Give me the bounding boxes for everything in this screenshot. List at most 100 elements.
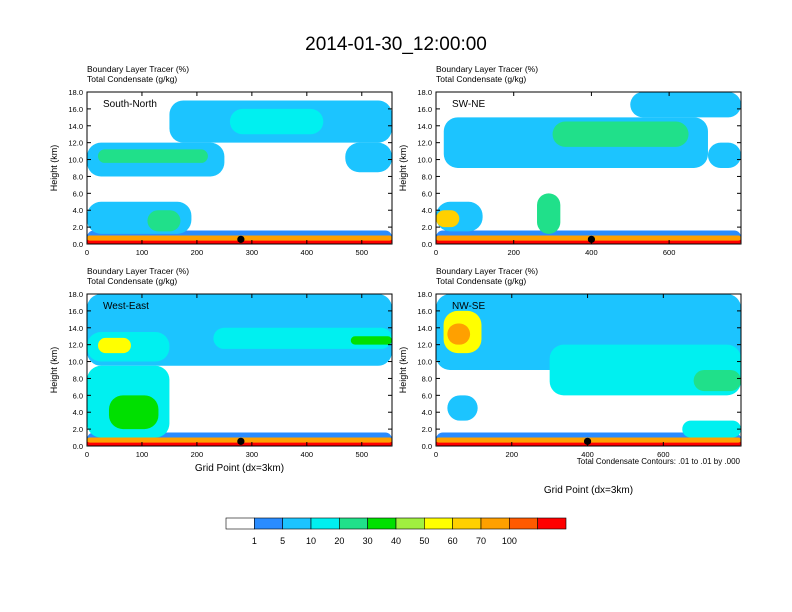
figure-title: 2014-01-30_12:00:00 — [305, 34, 487, 55]
shaded-region — [682, 420, 741, 438]
y-tick-label: 6.0 — [422, 391, 432, 400]
x-tick-label: 100 — [136, 248, 149, 257]
shaded-region — [549, 344, 741, 396]
location-marker — [583, 437, 592, 445]
filled-regions — [87, 294, 392, 446]
y-tick-label: 10.0 — [417, 156, 432, 165]
y-tick-label: 10.0 — [68, 358, 83, 367]
y-axis-label: Height (km) — [49, 347, 59, 394]
y-tick-label: 2.0 — [73, 425, 83, 434]
shaded-region — [229, 108, 324, 135]
y-tick-label: 4.0 — [422, 408, 432, 417]
x-tick-label: 400 — [585, 248, 598, 257]
y-tick-label: 8.0 — [73, 172, 83, 181]
panel-label: SW-NE — [452, 99, 485, 110]
y-tick-label: 18.0 — [417, 290, 432, 299]
x-tick-label: 600 — [657, 450, 670, 459]
location-marker — [237, 235, 245, 243]
colorbar-label: 40 — [391, 536, 401, 546]
shaded-region — [350, 336, 392, 345]
y-tick-label: 18.0 — [68, 88, 83, 97]
colorbar-label: 10 — [306, 536, 316, 546]
panel-label: NW-SE — [452, 301, 485, 312]
shaded-region — [147, 210, 181, 232]
y-tick-label: 6.0 — [73, 189, 83, 198]
colorbar-label: 100 — [502, 536, 517, 546]
y-tick-label: 12.0 — [68, 341, 83, 350]
location-marker — [587, 235, 596, 243]
y-axis-label: Height (km) — [49, 145, 59, 192]
colorbar-swatch — [452, 517, 482, 530]
plot-frame — [435, 91, 742, 245]
x-tick-label: 300 — [246, 248, 259, 257]
colorbar-label: 50 — [419, 536, 429, 546]
plot-frame — [435, 293, 742, 447]
x-tick-label: 0 — [434, 450, 438, 459]
x-tick-label: 200 — [191, 450, 204, 459]
y-tick-label: 14.0 — [417, 122, 432, 131]
x-tick-label: 0 — [434, 248, 438, 257]
panel-south-north: Boundary Layer Tracer (%)Total Condensat… — [49, 64, 393, 257]
colorbar-label: 20 — [334, 536, 344, 546]
panel-title-condensate: Total Condensate (g/kg) — [436, 74, 526, 84]
y-tick-label: 14.0 — [68, 122, 83, 131]
y-tick-label: 10.0 — [68, 156, 83, 165]
y-tick-label: 18.0 — [68, 290, 83, 299]
shaded-region — [436, 210, 460, 228]
panel-title-condensate: Total Condensate (g/kg) — [87, 276, 177, 286]
shaded-region — [213, 327, 392, 349]
y-tick-label: 4.0 — [73, 206, 83, 215]
y-axis-label: Height (km) — [398, 347, 408, 394]
y-tick-label: 8.0 — [422, 172, 432, 181]
x-tick-label: 200 — [191, 248, 204, 257]
y-tick-label: 0.0 — [73, 442, 83, 451]
colorbar-swatch — [480, 517, 510, 530]
y-tick-label: 6.0 — [73, 391, 83, 400]
panel-nw-se: Boundary Layer Tracer (%)Total Condensat… — [398, 266, 742, 496]
panel-title-tracer: Boundary Layer Tracer (%) — [87, 266, 189, 276]
colorbar-label: 70 — [476, 536, 486, 546]
y-tick-label: 16.0 — [417, 105, 432, 114]
shaded-region — [345, 142, 392, 173]
colorbar-label: 60 — [448, 536, 458, 546]
y-tick-label: 8.0 — [422, 374, 432, 383]
y-tick-label: 2.0 — [422, 425, 432, 434]
contour-note: Total Condensate Contours: .01 to .01 by… — [577, 457, 741, 466]
x-tick-label: 300 — [246, 450, 259, 459]
y-tick-label: 0.0 — [422, 442, 432, 451]
x-tick-label: 400 — [301, 248, 314, 257]
colorbar-swatch — [282, 517, 312, 530]
y-axis-label: Height (km) — [398, 145, 408, 192]
x-tick-label: 200 — [506, 450, 519, 459]
y-tick-label: 4.0 — [73, 408, 83, 417]
shaded-region — [447, 395, 478, 421]
y-tick-label: 16.0 — [417, 307, 432, 316]
shaded-region — [97, 149, 208, 163]
y-tick-label: 14.0 — [417, 324, 432, 333]
panel-title-condensate: Total Condensate (g/kg) — [436, 276, 526, 286]
y-tick-label: 0.0 — [422, 240, 432, 249]
shaded-region — [537, 193, 561, 234]
colorbar-swatch — [537, 517, 567, 530]
colorbar-label: 30 — [363, 536, 373, 546]
colorbar-swatch — [424, 517, 453, 530]
colorbar-swatch — [310, 517, 340, 530]
panel-title-condensate: Total Condensate (g/kg) — [87, 74, 177, 84]
panel-title-tracer: Boundary Layer Tracer (%) — [436, 64, 538, 74]
colorbar-label: 5 — [280, 536, 285, 546]
colorbar-swatch — [254, 517, 283, 530]
colorbar-swatch — [509, 517, 538, 530]
location-marker — [237, 437, 245, 445]
y-tick-label: 12.0 — [417, 341, 432, 350]
x-tick-label: 200 — [507, 248, 520, 257]
y-tick-label: 0.0 — [73, 240, 83, 249]
panel-title-tracer: Boundary Layer Tracer (%) — [436, 266, 538, 276]
colorbar: 1 5 10 20 30 40 50 60 70 100 — [225, 517, 567, 546]
y-tick-label: 8.0 — [73, 374, 83, 383]
shaded-region — [693, 370, 741, 392]
x-tick-label: 0 — [85, 248, 89, 257]
panel-west-east: Boundary Layer Tracer (%)Total Condensat… — [49, 266, 393, 474]
shaded-region — [630, 92, 741, 118]
colorbar-swatch — [367, 517, 397, 530]
